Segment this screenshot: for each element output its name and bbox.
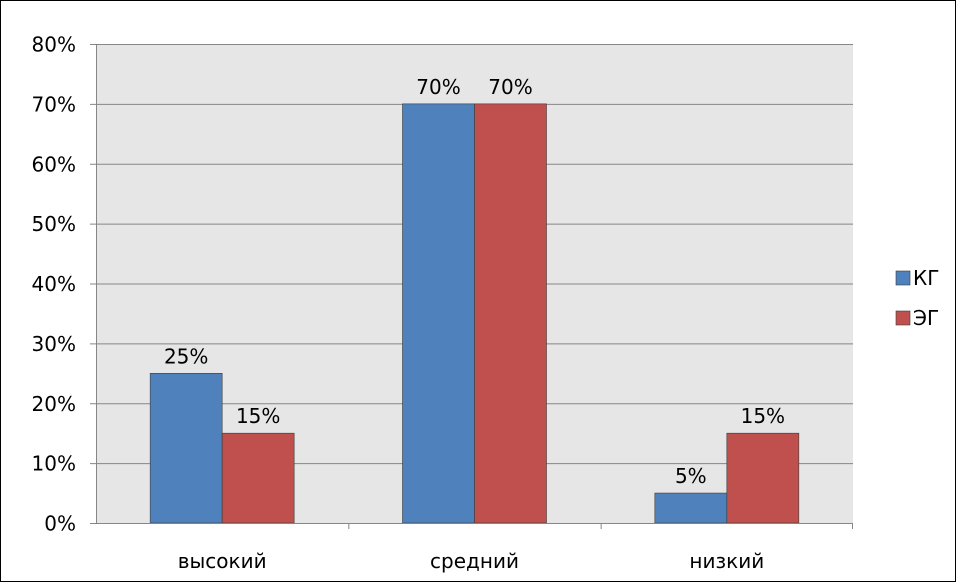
x-tick-label: высокий <box>178 549 267 573</box>
x-tick-labels: высокий средний низкий <box>178 549 765 573</box>
y-tick-label: 30% <box>32 332 76 356</box>
data-label-кг-средний: 70% <box>416 75 460 99</box>
y-tick-label: 20% <box>32 392 76 416</box>
bar-кг-средний <box>402 103 475 524</box>
y-tick-label: 60% <box>32 152 76 176</box>
legend: КГ ЭГ <box>895 266 939 330</box>
y-tick-label: 40% <box>32 272 76 296</box>
bar-эг-высокий <box>221 432 295 524</box>
y-tick-label: 50% <box>32 212 76 236</box>
legend-swatch-кг <box>895 270 911 286</box>
y-tick-label: 70% <box>32 92 76 116</box>
x-tick-label: низкий <box>689 549 764 573</box>
legend-label-эг: ЭГ <box>913 306 939 330</box>
y-tick-label: 80% <box>32 33 76 57</box>
y-tick-label: 10% <box>32 452 76 476</box>
data-label-кг-низкий: 5% <box>675 464 707 488</box>
axes <box>90 44 853 529</box>
bar-эг-средний <box>474 103 547 524</box>
bars <box>149 103 800 524</box>
legend-swatch-эг <box>895 310 911 326</box>
bar-эг-низкий <box>726 432 800 524</box>
data-label-эг-низкий: 15% <box>741 404 785 428</box>
data-label-эг-высокий: 15% <box>236 404 280 428</box>
x-tick-label: средний <box>430 549 519 573</box>
bar-кг-высокий <box>149 373 223 524</box>
y-tick-labels: 0% 10% 20% 30% 40% 50% 60% 70% 80% <box>32 33 76 536</box>
data-label-эг-средний: 70% <box>488 75 532 99</box>
y-tick-label: 0% <box>44 512 76 536</box>
data-labels: 25% 15% 70% 70% 5% 15% <box>164 75 785 488</box>
legend-label-кг: КГ <box>913 266 939 290</box>
data-label-кг-высокий: 25% <box>164 344 208 368</box>
bar-кг-низкий <box>654 492 728 524</box>
